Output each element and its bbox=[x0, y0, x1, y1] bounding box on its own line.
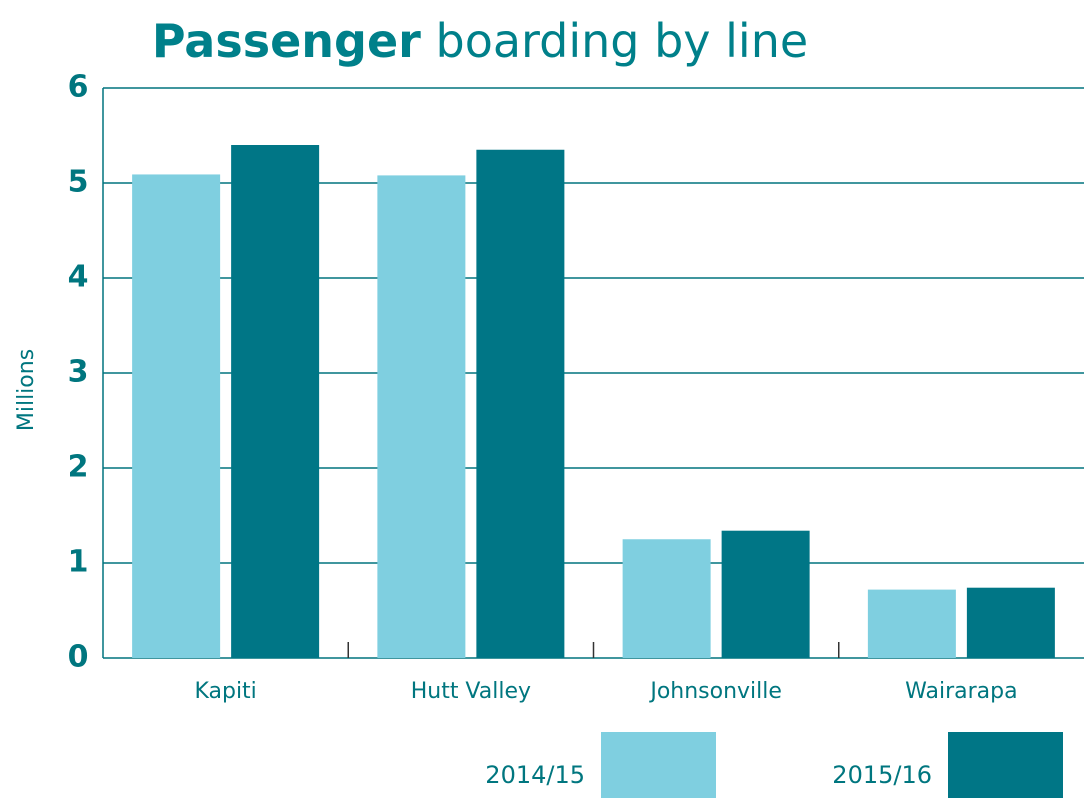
x-tick-label: Hutt Valley bbox=[411, 679, 531, 704]
legend-label: 2014/15 bbox=[485, 761, 585, 789]
x-tick-label: Johnsonville bbox=[648, 679, 782, 704]
legend-label: 2015/16 bbox=[832, 761, 932, 789]
bar bbox=[377, 175, 466, 658]
legend-swatch bbox=[948, 732, 1063, 798]
legend-swatch bbox=[601, 732, 716, 798]
bar bbox=[231, 145, 320, 658]
y-tick-label: 3 bbox=[68, 355, 89, 390]
bar bbox=[132, 174, 221, 658]
bar bbox=[721, 530, 810, 658]
bar bbox=[622, 539, 711, 658]
x-tick-label: Wairarapa bbox=[905, 679, 1017, 704]
y-tick-label: 5 bbox=[68, 165, 89, 200]
bar bbox=[476, 149, 565, 658]
y-tick-label: 0 bbox=[68, 640, 89, 675]
y-tick-label: 6 bbox=[68, 70, 89, 105]
y-axis-label: Millions bbox=[14, 349, 39, 431]
chart-title: Passenger boarding by line bbox=[152, 14, 808, 68]
y-tick-label: 4 bbox=[68, 260, 89, 295]
bar bbox=[867, 589, 956, 658]
x-tick-label: Kapiti bbox=[194, 679, 256, 704]
bar bbox=[966, 587, 1055, 658]
y-tick-label: 2 bbox=[68, 450, 89, 485]
y-tick-label: 1 bbox=[68, 545, 89, 580]
